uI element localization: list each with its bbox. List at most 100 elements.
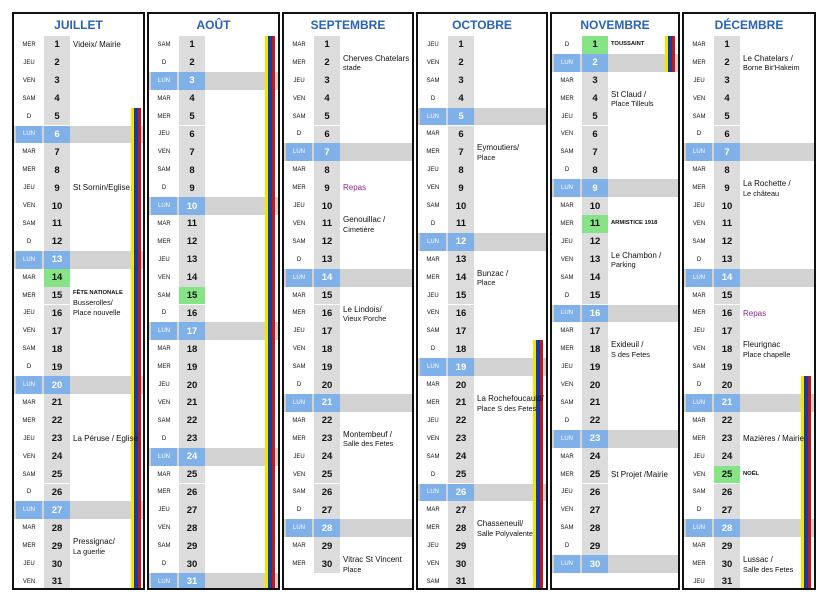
day-number: 25 [179, 465, 205, 484]
day-number: 26 [44, 483, 70, 502]
day-row: MAR 8 [684, 161, 814, 180]
day-row: LUN 28 [684, 519, 814, 538]
day-row: VEN 18 [684, 340, 814, 359]
weekday-label: JEU [427, 543, 439, 550]
day-number: 7 [314, 143, 340, 162]
day-row: VEN 11 [284, 215, 412, 233]
weekday-label: MAR [692, 417, 706, 424]
weekday-label: VEN [157, 149, 171, 156]
weekday-label: VEN [157, 274, 171, 281]
day-number: 26 [582, 483, 608, 502]
weekday-label: JEU [561, 364, 573, 371]
event-line: Place Tilleuls [611, 99, 654, 109]
day-number: 22 [179, 411, 205, 430]
day-number: 21 [44, 394, 70, 412]
event-line: Lussac / [743, 555, 773, 565]
event-line: Repas [343, 183, 367, 193]
weekday-label: MER [426, 274, 440, 281]
day-row: D 30 [149, 555, 278, 573]
day-number: 3 [582, 71, 608, 90]
day-number: 6 [714, 125, 740, 144]
day-number: 1 [179, 36, 205, 54]
weekday-label: LUN [554, 53, 580, 72]
event-line: Pressignac/ [73, 537, 115, 547]
weekday-label: MER [560, 346, 574, 353]
day-row: LUN 10 [149, 197, 278, 215]
weekday-label: SAM [22, 471, 36, 478]
day-number: 22 [582, 411, 608, 430]
day-row: SAM 10 [418, 197, 546, 215]
weekday-label: MER [292, 561, 306, 568]
day-row: JEU 3 [684, 71, 814, 90]
weekday-label: MAR [426, 382, 440, 389]
weekday-label: MAR [22, 525, 36, 532]
event-label: St Projet /Mairie [611, 470, 668, 480]
weekday-label: MAR [426, 131, 440, 138]
day-row: LUN 21 [284, 394, 412, 412]
day-number: 22 [448, 411, 474, 430]
event-label: Exideuil / S des Fetes [611, 340, 650, 359]
event-label: Videix/ Mairie [73, 40, 121, 50]
weekday-label: MAR [692, 41, 706, 48]
day-row: MER 1 [14, 36, 143, 54]
weekday-label: JEU [427, 41, 439, 48]
day-number: 13 [314, 250, 340, 269]
flag-stripes [264, 36, 275, 588]
day-row: MAR 24 [552, 447, 678, 466]
day-number: 16 [44, 304, 70, 323]
weekday-label: MAR [157, 471, 171, 478]
weekday-label: SAM [692, 489, 706, 496]
event-line: La Rochefoucauld/ [477, 394, 544, 403]
day-number: 30 [448, 555, 474, 573]
weekday-label: MER [560, 220, 574, 227]
weekday-label: VEN [22, 453, 36, 460]
day-row: LUN 5 [418, 107, 546, 126]
day-number: 4 [582, 89, 608, 108]
day-number: 27 [179, 501, 205, 520]
day-row: JEU 23 [14, 429, 143, 448]
day-row: JEU 17 [684, 322, 814, 341]
day-row: SAM 11 [14, 215, 143, 233]
day-number: 23 [714, 429, 740, 448]
day-number: 29 [714, 537, 740, 556]
day-row: VEN 20 [552, 376, 678, 394]
day-row: JEU 8 [418, 161, 546, 180]
flag-stripes [664, 36, 675, 72]
weekday-label: LUN [151, 197, 177, 215]
weekday-label: JEU [427, 167, 439, 174]
event-line: Videix/ Mairie [73, 40, 121, 49]
weekday-label: MER [692, 561, 706, 568]
weekday-label: D [564, 543, 570, 550]
day-row: SAM 26 [284, 483, 412, 502]
day-number: 5 [314, 107, 340, 126]
day-row: JEU 24 [684, 447, 814, 466]
event-line: TOUSSAINT [611, 41, 645, 47]
day-number: 20 [314, 376, 340, 394]
day-row: VEN 17 [14, 322, 143, 341]
weekday-label: VEN [292, 220, 306, 227]
weekday-label: MAR [22, 149, 36, 156]
day-row: MAR 4 [149, 89, 278, 108]
month-3: OCTOBRE JEU 1 VEN 2 SAM 3 D 4 LUN 5 MAR 6 MER 7 JEU 8 VEN… [416, 12, 548, 590]
day-row: MER 21 [418, 394, 546, 412]
day-row: D 13 [684, 250, 814, 269]
day-number: 9 [582, 179, 608, 198]
day-row: JEU 17 [284, 322, 412, 341]
weekday-label: MER [426, 525, 440, 532]
day-number: 28 [714, 519, 740, 538]
weekday-label: MER [292, 310, 306, 317]
day-row: LUN 7 [284, 143, 412, 162]
weekday-label: VEN [292, 346, 306, 353]
day-row: JEU 10 [284, 197, 412, 215]
day-number: 5 [714, 107, 740, 126]
event-line: Exideuil / [611, 340, 644, 350]
event-line: Place chapelle [743, 349, 791, 359]
day-row: MAR 8 [284, 161, 412, 180]
day-row: SAM 3 [418, 71, 546, 90]
weekday-label: JEU [293, 77, 305, 84]
day-row: VEN 24 [14, 447, 143, 466]
day-number: 3 [179, 71, 205, 90]
day-number: 21 [314, 394, 340, 412]
day-number: 18 [714, 340, 740, 359]
